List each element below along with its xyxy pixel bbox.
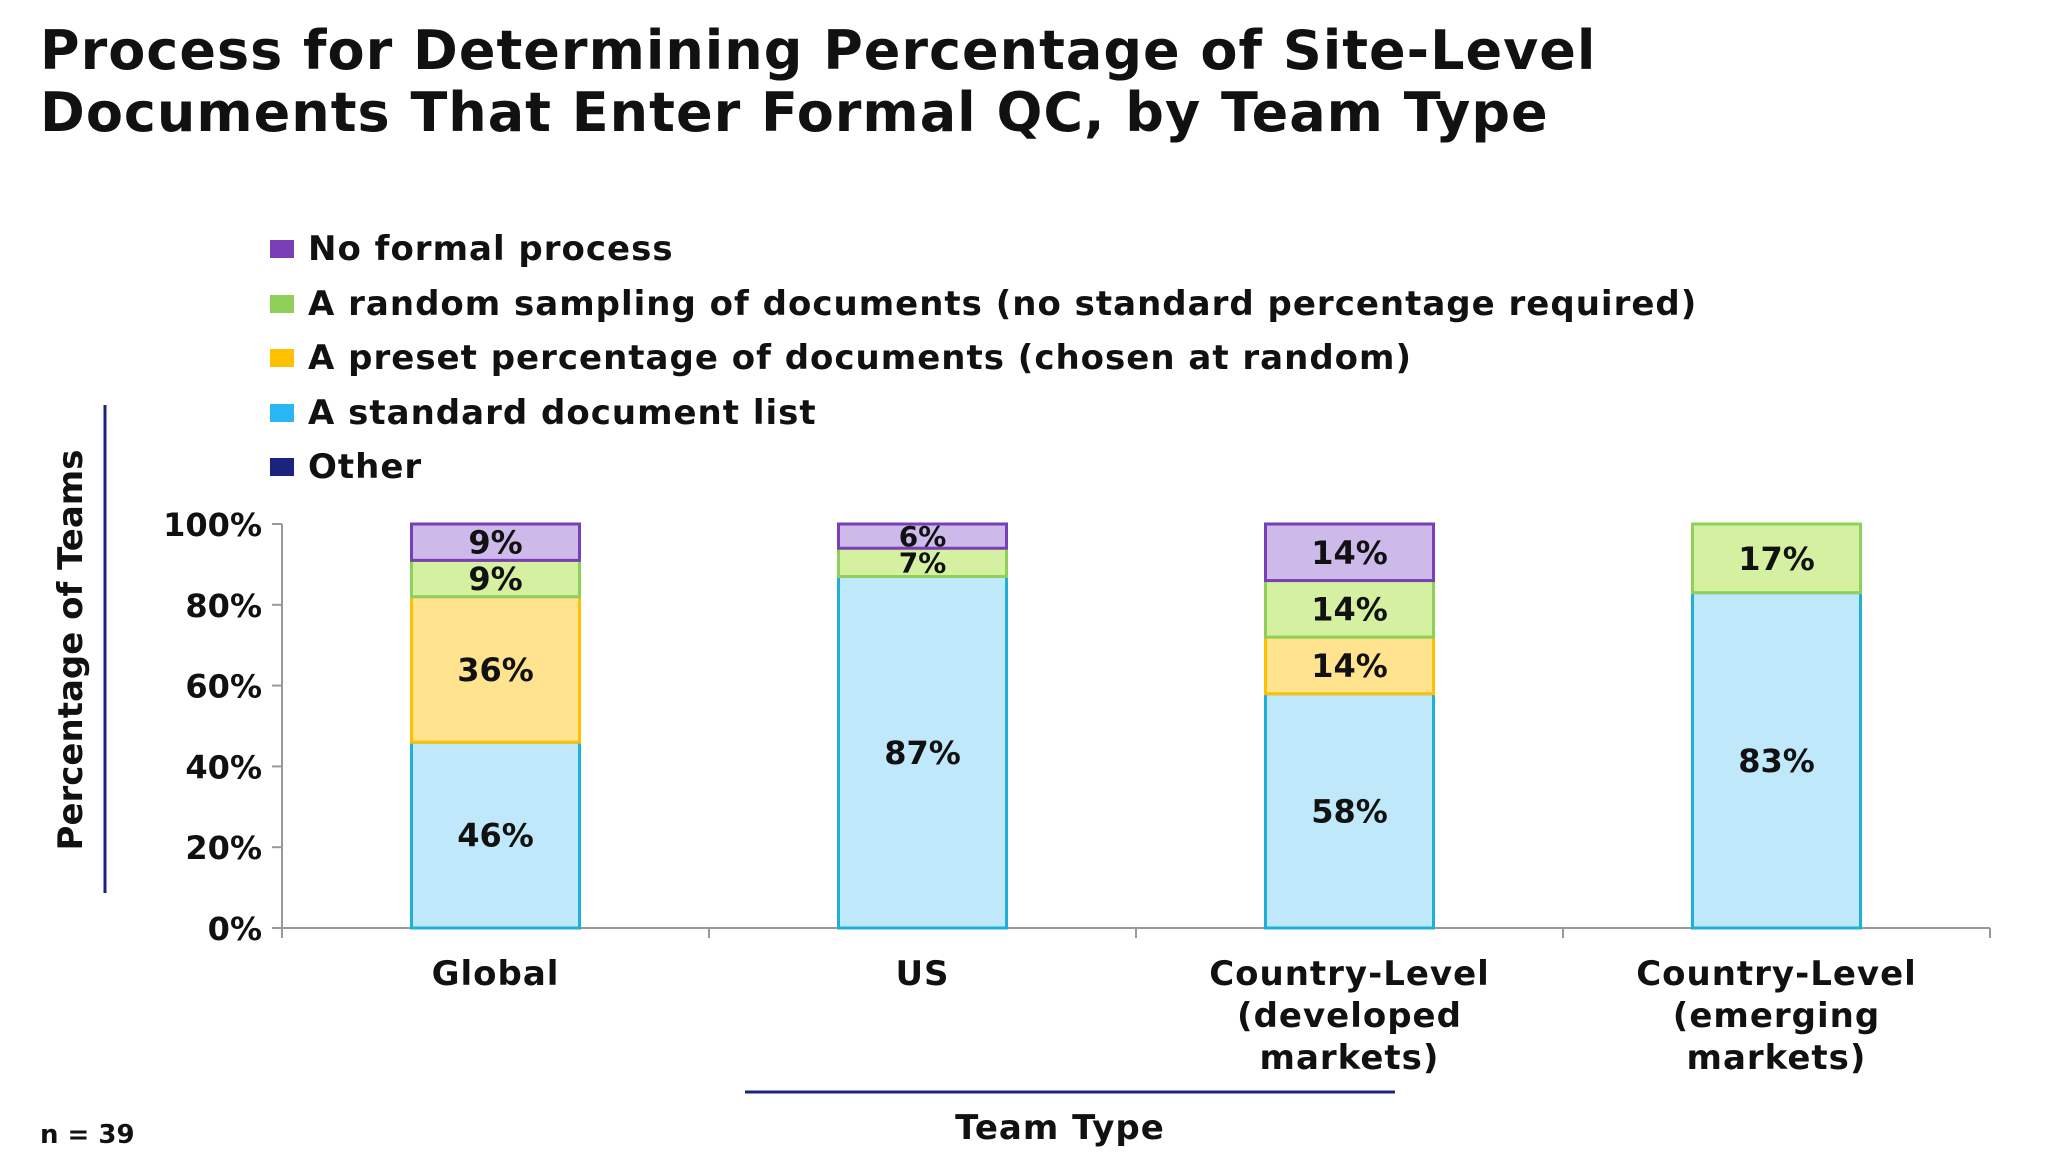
bar-data-label: 36% [457,651,534,689]
legend-swatch-other [270,458,294,477]
bar-segment [1264,522,1435,583]
legend-item-random-sampling: A random sampling of documents (no stand… [270,277,1697,332]
bar-segment [410,595,581,744]
y-tick-label: 60% [185,668,262,706]
bar-data-label: 14% [1311,590,1388,628]
x-category-label: markets) [1687,1038,1867,1078]
bar-data-label: 46% [457,817,534,855]
bar-data-label: 9% [468,560,522,598]
bar-segment [410,522,581,562]
x-category-label: (emerging [1673,996,1880,1036]
legend-label-random-sampling: A random sampling of documents (no stand… [308,283,1698,324]
legend-swatch-no-formal-process [270,240,294,259]
legend-swatch-random-sampling [270,294,294,313]
legend-item-preset-percentage: A preset percentage of documents (chosen… [270,331,1697,386]
x-axis-title: Team Type [955,1108,1165,1148]
legend-swatch-preset-percentage [270,349,294,368]
bar-segment [410,558,581,599]
x-category-label: US [895,954,949,994]
bar-data-label: 14% [1311,534,1388,572]
legend-item-no-formal-process: No formal process [270,222,1697,277]
bar-data-label: 83% [1738,742,1815,780]
x-category-label: (developed [1237,996,1462,1036]
bar-segment [410,740,581,930]
bar-data-label: 6% [899,520,947,553]
legend-item-other: Other [270,440,1697,495]
bar-data-label: 17% [1738,540,1815,578]
chart-title-line2: Documents That Enter Formal QC, by Team … [40,81,1549,144]
y-tick-label: 80% [185,587,262,625]
chart-title: Process for Determining Percentage of Si… [40,20,1940,144]
bar-segment [1264,635,1435,696]
sample-size-note: n = 39 [40,1120,135,1150]
legend-swatch-standard-list [270,403,294,422]
chart-title-line1: Process for Determining Percentage of Si… [40,19,1597,82]
legend-label-no-formal-process: No formal process [308,229,674,270]
y-tick-label: 40% [185,748,262,786]
y-tick-label: 20% [185,829,262,867]
bar-data-label: 87% [884,734,961,772]
bar-segment [1264,579,1435,639]
legend-label-standard-list: A standard document list [308,392,817,433]
bar-data-label: 7% [899,546,947,579]
legend-item-standard-list: A standard document list [270,386,1697,441]
x-category-label: markets) [1260,1038,1440,1078]
bar-data-label: 9% [468,524,522,562]
bar-data-label: 14% [1311,647,1388,685]
bar-segment [1691,522,1862,595]
bar-segment [837,522,1008,550]
x-category-label: Global [432,954,560,994]
bar-data-label: 58% [1311,792,1388,830]
chart-legend: No formal process A random sampling of d… [270,222,1697,495]
bar-segment [1691,591,1862,930]
x-category-label: Country-Level [1636,954,1917,994]
y-tick-label: 0% [208,910,262,948]
bar-segment [837,575,1008,930]
y-tick-label: 100% [163,506,262,544]
x-category-label: Country-Level [1209,954,1490,994]
legend-label-other: Other [308,447,423,488]
legend-label-preset-percentage: A preset percentage of documents (chosen… [308,338,1412,379]
y-axis-title: Percentage of Teams [51,450,91,851]
bar-segment [1264,692,1435,930]
